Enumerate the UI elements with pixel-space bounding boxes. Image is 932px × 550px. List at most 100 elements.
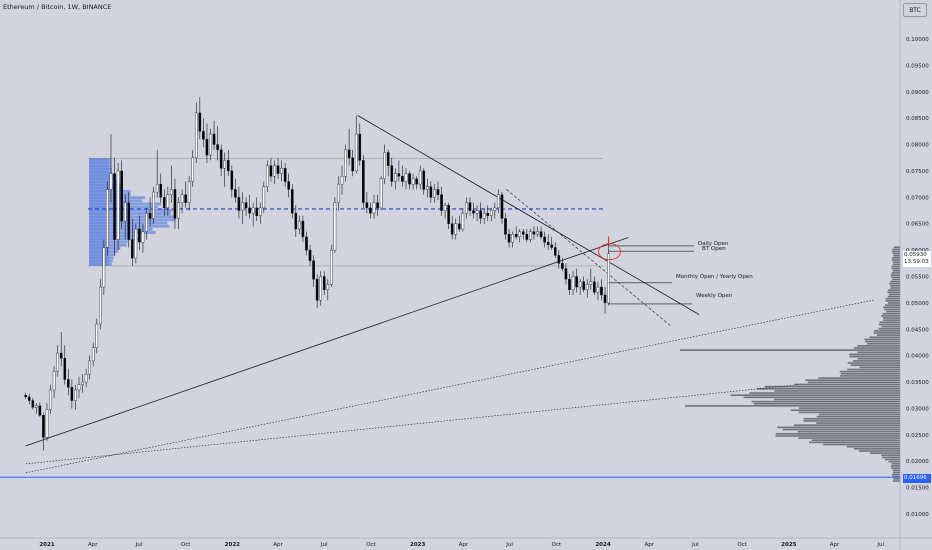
candle-body <box>91 347 95 362</box>
candle-body <box>187 181 191 203</box>
candle-body <box>443 205 447 211</box>
volume-profile-bar <box>892 263 900 266</box>
y-tick-label: 0.03000 <box>906 406 929 412</box>
volume-profile-bar <box>774 398 900 401</box>
volume-profile-bar <box>846 445 900 448</box>
candle-body <box>170 189 173 195</box>
candle-body <box>461 212 465 230</box>
candle-body <box>543 236 546 243</box>
candle-body <box>607 253 610 304</box>
candle-body <box>369 207 372 214</box>
candle-body <box>315 278 319 301</box>
volume-profile-bar <box>89 183 121 187</box>
chart-title: Ethereum / Bitcoin, 1W, BINANCE <box>3 3 112 11</box>
volume-profile-bar <box>849 353 900 356</box>
daily-open-label: Daily Open <box>698 241 729 247</box>
candle-body <box>489 210 493 217</box>
candle-body <box>209 133 212 156</box>
volume-profile-bar <box>891 467 900 469</box>
volume-profile-bar <box>887 291 900 294</box>
highlight-circle <box>598 243 622 261</box>
volume-profile-bar <box>891 272 900 274</box>
volume-profile-bar <box>764 385 900 388</box>
candle-body <box>27 396 31 401</box>
candle-body <box>354 133 358 172</box>
volume-profile-bar <box>808 441 900 444</box>
volume-profile-bar <box>797 430 900 433</box>
candle-body <box>532 231 536 235</box>
candle-body <box>511 234 514 243</box>
candle-body <box>184 194 187 203</box>
candle-body <box>479 210 482 219</box>
weekly-open-label: Weekly Open <box>696 293 733 299</box>
candle-body <box>74 389 77 401</box>
volume-profile-bar <box>754 402 900 405</box>
candle-body <box>390 165 394 182</box>
candle-body <box>383 152 386 180</box>
candle-body <box>173 189 177 219</box>
candle-body <box>458 223 461 230</box>
volume-profile-bar <box>891 473 900 476</box>
candle-body <box>440 194 443 211</box>
monthly-yearly-open-label: Monthly Open / Yearly Open <box>676 274 753 280</box>
currency-selector[interactable]: BTC <box>903 3 927 17</box>
candle-body <box>422 170 426 190</box>
volume-profile-bar <box>891 265 900 268</box>
x-tick-label: Jul <box>320 542 328 548</box>
volume-profile-bar <box>89 167 112 171</box>
candle-body <box>145 212 148 232</box>
candle-body <box>262 186 266 209</box>
candle-body <box>553 247 557 256</box>
volume-profile-bar <box>89 259 113 263</box>
candle-body <box>529 231 532 240</box>
candle-body <box>418 170 422 185</box>
y-tick-label: 0.01500 <box>906 486 929 492</box>
candle-body <box>351 157 354 172</box>
volume-profile-bar <box>890 274 900 276</box>
candle-body <box>251 207 255 214</box>
candle-body <box>337 183 340 203</box>
volume-profile-bar <box>885 304 900 306</box>
candle-body <box>244 202 248 209</box>
candle-body <box>198 112 202 132</box>
candle-body <box>134 228 138 259</box>
y-tick-label: 0.04500 <box>906 327 929 333</box>
volume-profile-bar <box>885 300 900 302</box>
x-tick-label: 2022 <box>225 542 240 548</box>
volume-profile-bar <box>857 357 900 360</box>
candle-body <box>578 281 582 288</box>
candle-body <box>202 131 205 140</box>
volume-profile-bar <box>889 282 900 285</box>
volume-profile-bar <box>777 426 900 429</box>
volume-profile-bar <box>793 424 900 427</box>
volume-profile-bar <box>853 448 900 450</box>
volume-profile-bar <box>892 469 900 472</box>
volume-profile-bar <box>886 310 900 313</box>
candle-body <box>486 212 490 217</box>
volume-profile-bar <box>89 161 112 165</box>
volume-profile-bar <box>849 355 900 358</box>
candle-body <box>280 168 283 174</box>
volume-profile-bar <box>685 405 900 407</box>
candle-body <box>593 281 596 293</box>
volume-profile-bar <box>893 471 900 474</box>
volume-profile-bar <box>884 458 900 461</box>
wtd-open-label: BT Open <box>702 246 726 252</box>
candle-body <box>493 207 497 211</box>
candle-body <box>155 183 159 193</box>
volume-profile-bar <box>893 478 900 480</box>
candle-body <box>42 415 45 438</box>
candle-body <box>216 144 219 151</box>
candle-body <box>454 223 458 235</box>
candle-body <box>415 178 418 185</box>
trendlines[interactable] <box>25 115 876 474</box>
volume-profile-bar <box>879 321 900 324</box>
volume-profile-bar <box>775 435 900 437</box>
candle-body <box>63 358 67 380</box>
annotation-markers <box>598 236 694 305</box>
volume-profile-bar <box>751 400 900 403</box>
candle-body <box>88 360 91 375</box>
volume-profile-bar <box>865 340 900 343</box>
